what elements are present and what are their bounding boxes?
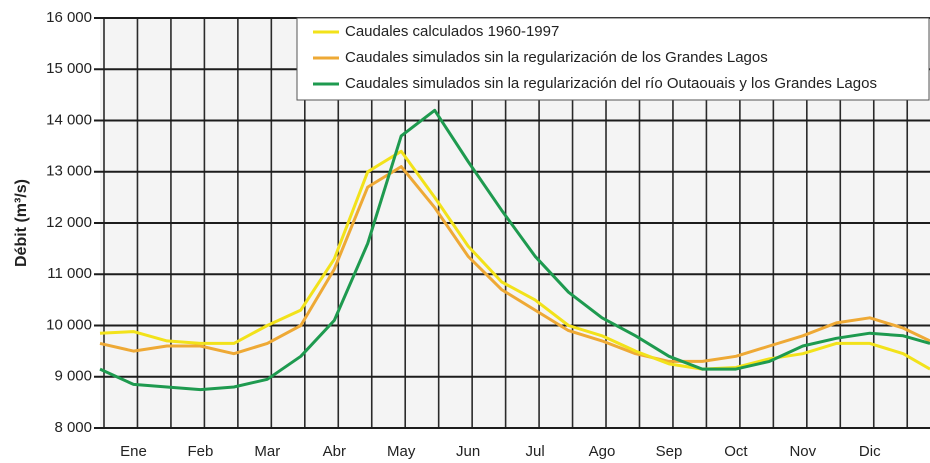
legend-label: Caudales simulados sin la regularización…	[345, 49, 768, 66]
y-tick-label: 10 000	[46, 316, 92, 333]
y-tick-label: 12 000	[46, 214, 92, 231]
series-line	[99, 165, 930, 363]
legend-label: Caudales calculados 1960-1997	[345, 23, 559, 40]
y-tick-label: 9 000	[54, 368, 92, 385]
y-tick-label: 14 000	[46, 111, 92, 128]
legend: Caudales calculados 1960-1997 Caudales si…	[296, 17, 930, 101]
x-tick-label: Jun	[456, 443, 480, 460]
y-tick-label: 11 000	[47, 265, 92, 282]
x-tick-label: Jul	[525, 443, 544, 460]
x-tick-label: Dic	[859, 443, 881, 460]
x-tick-label: Abr	[323, 443, 346, 460]
y-tick-label: 8 000	[54, 419, 92, 436]
series-line	[99, 108, 930, 392]
x-tick-label: Feb	[187, 443, 213, 460]
y-tick-label: 16 000	[46, 9, 92, 26]
x-tick-label: Sep	[656, 443, 683, 460]
x-tick-label: Ene	[120, 443, 147, 460]
legend-label: Caudales simulados sin la regularización…	[345, 75, 877, 92]
series-line	[99, 149, 930, 371]
x-tick-label: Nov	[789, 443, 816, 460]
y-axis-label: Débit (m³/s)	[13, 179, 30, 267]
legend-box	[296, 17, 930, 101]
y-tick-label: 13 000	[46, 163, 92, 180]
x-tick-label: Oct	[724, 443, 748, 460]
x-tick-label: Ago	[589, 443, 616, 460]
x-tick-label: Mar	[254, 443, 280, 460]
x-tick-label: May	[387, 443, 416, 460]
y-tick-label: 15 000	[46, 60, 92, 77]
lines	[99, 108, 930, 392]
